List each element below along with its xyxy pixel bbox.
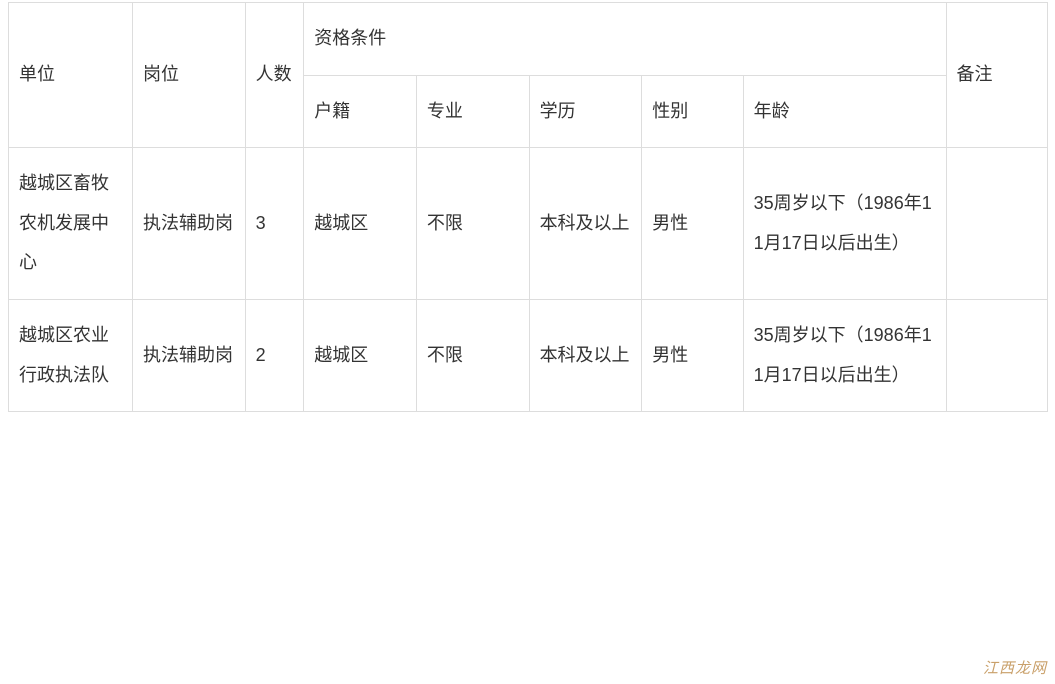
cell-note [946,148,1048,300]
cell-zhuanye: 不限 [416,299,529,411]
th-zhuanye: 专业 [416,75,529,148]
cell-age: 35周岁以下（1986年11月17日以后出生） [743,299,946,411]
cell-xueli: 本科及以上 [529,299,642,411]
th-huji: 户籍 [304,75,417,148]
th-post: 岗位 [132,3,245,148]
cell-unit: 越城区畜牧农机发展中心 [9,148,133,300]
th-age: 年龄 [743,75,946,148]
cell-unit: 越城区农业行政执法队 [9,299,133,411]
cell-post: 执法辅助岗 [132,148,245,300]
cell-note [946,299,1048,411]
cell-xueli: 本科及以上 [529,148,642,300]
th-note: 备注 [946,3,1048,148]
cell-gender: 男性 [642,299,743,411]
cell-age: 35周岁以下（1986年11月17日以后出生） [743,148,946,300]
cell-zhuanye: 不限 [416,148,529,300]
th-gender: 性别 [642,75,743,148]
recruitment-table: 单位 岗位 人数 资格条件 备注 户籍 专业 学历 性别 年龄 越城区畜牧农机发… [8,2,1048,412]
cell-post: 执法辅助岗 [132,299,245,411]
th-qualifications: 资格条件 [304,3,946,76]
cell-huji: 越城区 [304,148,417,300]
table-row: 越城区农业行政执法队 执法辅助岗 2 越城区 不限 本科及以上 男性 35周岁以… [9,299,1048,411]
cell-huji: 越城区 [304,299,417,411]
watermark-text: 江西龙网 [983,657,1047,678]
th-count: 人数 [245,3,304,148]
page-container: 单位 岗位 人数 资格条件 备注 户籍 专业 学历 性别 年龄 越城区畜牧农机发… [0,2,1055,684]
cell-count: 3 [245,148,304,300]
cell-gender: 男性 [642,148,743,300]
cell-count: 2 [245,299,304,411]
th-unit: 单位 [9,3,133,148]
table-row: 越城区畜牧农机发展中心 执法辅助岗 3 越城区 不限 本科及以上 男性 35周岁… [9,148,1048,300]
th-xueli: 学历 [529,75,642,148]
header-row-1: 单位 岗位 人数 资格条件 备注 [9,3,1048,76]
